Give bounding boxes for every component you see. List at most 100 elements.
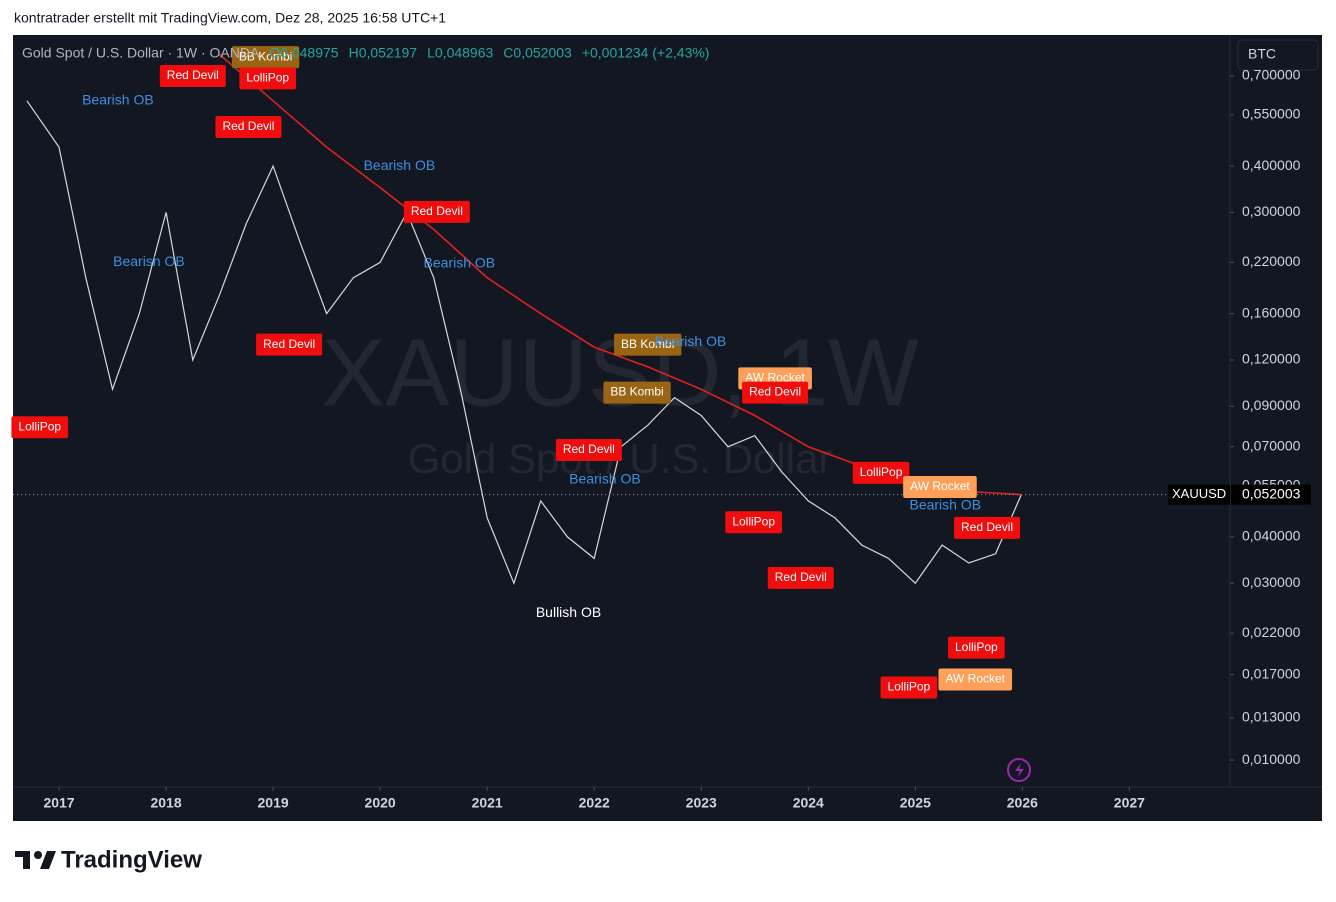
- annotation-label: Red Devil: [222, 119, 274, 133]
- annotation: Red Devil: [159, 65, 226, 88]
- annotation: LolliPop: [947, 636, 1005, 659]
- x-tick-label: 2022: [579, 795, 610, 811]
- annotation-box: [767, 566, 834, 589]
- annotation-label: Red Devil: [775, 570, 827, 584]
- x-tick-label: 2021: [472, 795, 503, 811]
- annotation-box: [11, 416, 69, 439]
- annotation: Bearish OB: [82, 92, 154, 108]
- annotation: Bearish OB: [424, 255, 496, 271]
- ohlc-value: L0,048963: [427, 45, 493, 61]
- y-tick-label: 0,010000: [1242, 751, 1301, 767]
- ohlc-value: H0,052197: [349, 45, 418, 61]
- annotation: Bearish OB: [113, 253, 185, 269]
- annotation-label: LolliPop: [860, 465, 903, 479]
- x-tick-label: 2018: [150, 795, 181, 811]
- annotation-label: Bearish OB: [909, 497, 981, 513]
- annotation: AW Rocket: [938, 668, 1013, 691]
- annotation: LolliPop: [852, 461, 910, 484]
- annotation: Bullish OB: [536, 604, 601, 620]
- annotation-label: LolliPop: [732, 514, 775, 528]
- x-tick-label: 2019: [258, 795, 289, 811]
- logo-dot: [34, 851, 42, 859]
- annotation-label: BB Kombi: [610, 385, 663, 399]
- annotation-box: [903, 476, 977, 499]
- x-tick-label: 2026: [1007, 795, 1038, 811]
- annotation-box: [947, 636, 1005, 659]
- annotation-box: [954, 516, 1021, 539]
- annotation: Red Devil: [215, 115, 282, 138]
- annotation: LolliPop: [11, 416, 69, 439]
- ohlc-value: O0,048975: [269, 45, 338, 61]
- symbol-button[interactable]: [1237, 39, 1319, 71]
- annotation-box: [603, 381, 671, 404]
- y-tick-label: 0,070000: [1242, 437, 1301, 453]
- annotation-label: AW Rocket: [945, 672, 1005, 686]
- ohlc-value: +0,001234 (+2,43%): [582, 45, 710, 61]
- annotation-label: Bullish OB: [536, 604, 601, 620]
- annotation: BB Kombi: [614, 333, 682, 356]
- last-price-name: XAUUSD: [1172, 486, 1226, 501]
- chart-title: Gold Spot / U.S. Dollar · 1W · OANDA: [22, 45, 260, 61]
- symbol-button-label[interactable]: BTC: [1248, 46, 1276, 62]
- logo-icon: [15, 851, 56, 869]
- annotation-box: [403, 200, 470, 223]
- annotation-label: Bearish OB: [569, 471, 641, 487]
- annotation-label: LolliPop: [888, 680, 931, 694]
- annotation: Red Devil: [256, 333, 323, 356]
- annotation-label: AW Rocket: [745, 371, 805, 385]
- annotation-label: LolliPop: [246, 70, 289, 84]
- annotation: Red Devil: [742, 381, 809, 404]
- annotation: Red Devil: [767, 566, 834, 589]
- annotation-box: [880, 676, 938, 699]
- annotation-label: Red Devil: [749, 385, 801, 399]
- y-tick-label: 0,400000: [1242, 157, 1301, 173]
- x-tick-label: 2023: [686, 795, 717, 811]
- annotation-label: LolliPop: [955, 640, 998, 654]
- y-tick-label: 0,030000: [1242, 574, 1301, 590]
- annotation-label: BB Kombi: [239, 49, 292, 63]
- annotation: Red Devil: [954, 516, 1021, 539]
- annotation-label: Red Devil: [411, 204, 463, 218]
- annotation: Bearish OB: [364, 157, 436, 173]
- last-price-label: 0,052003: [1242, 485, 1301, 501]
- y-tick-label: 0,120000: [1242, 351, 1301, 367]
- x-tick-label: 2024: [793, 795, 824, 811]
- plot: Red Devil BB Kombi LolliPop Bearish OB Red D…: [11, 46, 1230, 699]
- flash-icon[interactable]: [1007, 758, 1031, 782]
- annotation-box: [231, 46, 300, 69]
- annotation-box: [159, 65, 226, 88]
- annotation-box: [614, 333, 682, 356]
- y-tick-label: 0,040000: [1242, 528, 1301, 544]
- y-tick-label: 0,700000: [1242, 67, 1301, 83]
- annotation-label: Bearish OB: [82, 92, 154, 108]
- annotation: Red Devil: [403, 200, 470, 223]
- annotation: LolliPop: [239, 67, 297, 90]
- y-tick-label: 0,300000: [1242, 203, 1301, 219]
- annotation: Red Devil: [555, 439, 622, 462]
- annotation-box: [239, 67, 297, 90]
- annotation: AW Rocket: [903, 476, 977, 499]
- x-tick-label: 2027: [1114, 795, 1145, 811]
- annotation-box: [256, 333, 323, 356]
- annotation: LolliPop: [880, 676, 938, 699]
- annotation-box: [555, 439, 622, 462]
- annotation-box: [852, 461, 910, 484]
- last-price-box: [1231, 484, 1311, 505]
- ohlc-value: C0,052003: [503, 45, 572, 61]
- legend: Gold Spot / U.S. Dollar · 1W · OANDA O0,…: [22, 45, 709, 61]
- flash-glyph: [1015, 763, 1024, 778]
- annotation-label: Red Devil: [563, 442, 615, 456]
- annotation: BB Kombi: [231, 46, 300, 69]
- annotation-box: [725, 511, 783, 534]
- annotation: Bearish OB: [655, 333, 727, 349]
- annotation: Bearish OB: [909, 497, 981, 513]
- annotation-label: AW Rocket: [910, 479, 970, 493]
- annotation-label: BB Kombi: [621, 337, 674, 351]
- footer-logo: TradingView: [15, 846, 202, 873]
- y-tick-label: 0,160000: [1242, 304, 1301, 320]
- annotation-label: Bearish OB: [364, 157, 436, 173]
- y-tick-label: 0,550000: [1242, 106, 1301, 122]
- annotation-box: [742, 381, 809, 404]
